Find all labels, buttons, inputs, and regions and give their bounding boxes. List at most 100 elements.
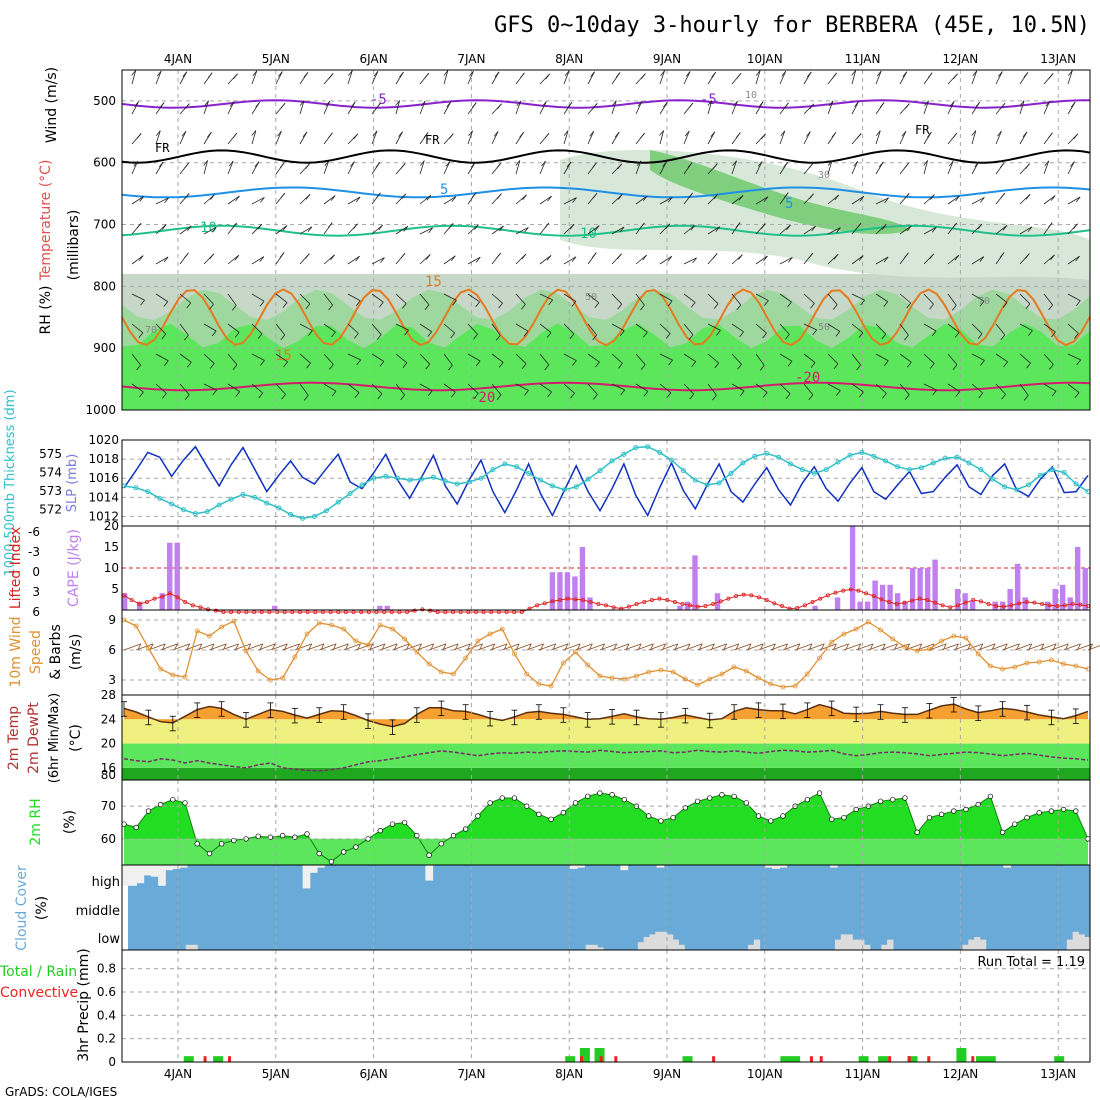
wind-speed-marker bbox=[878, 627, 883, 633]
wind-barb bbox=[563, 353, 577, 361]
rh-marker bbox=[194, 841, 200, 847]
wind-barb-flag bbox=[692, 257, 697, 264]
surface-wind-barb bbox=[904, 643, 923, 651]
wind-barb bbox=[659, 196, 673, 205]
wind-barb bbox=[275, 293, 288, 303]
ylabel-10m-wind: 10m Wind bbox=[8, 616, 24, 687]
temp-tick: 28 bbox=[101, 688, 116, 702]
wind-barb bbox=[275, 130, 282, 145]
slp-tick: 1014 bbox=[88, 490, 119, 504]
lifted-index-marker bbox=[428, 608, 433, 613]
wind-speed-marker bbox=[219, 624, 225, 630]
dewpt-band-dark bbox=[122, 767, 1090, 780]
wind-barb bbox=[347, 255, 360, 265]
wind-barb bbox=[275, 71, 283, 85]
ylabel-cloud-units: (%) bbox=[34, 896, 50, 920]
wind-barb bbox=[251, 323, 263, 335]
surface-wind-barb bbox=[453, 643, 471, 651]
wind-barb-flag bbox=[592, 193, 598, 199]
surface-wind-barb bbox=[685, 643, 703, 651]
wind-barb-flag bbox=[355, 255, 360, 262]
wind-speed-marker bbox=[390, 626, 395, 632]
thickness-marker bbox=[157, 495, 163, 501]
wind-barb-flag bbox=[643, 391, 649, 397]
wind-barb-flag bbox=[904, 162, 909, 169]
lifted-index-marker bbox=[802, 603, 807, 608]
wind-barb-flag bbox=[376, 192, 381, 199]
wind-barb-flag bbox=[426, 194, 432, 201]
low-cloud-bar bbox=[649, 934, 656, 950]
wind-barb-flag bbox=[423, 132, 429, 138]
wind-speed-marker bbox=[841, 631, 847, 637]
wind-barb-flag bbox=[395, 100, 400, 106]
wind-barb bbox=[899, 131, 907, 145]
wind-barb bbox=[467, 293, 480, 303]
wind-barb-flag bbox=[835, 331, 841, 337]
wind-barb-flag bbox=[354, 392, 360, 398]
high-cloud-bar bbox=[577, 865, 585, 868]
wind-barb-flag bbox=[184, 162, 189, 169]
wind-barb bbox=[371, 71, 379, 85]
wind-barb bbox=[875, 70, 882, 85]
wind-barb bbox=[827, 100, 834, 115]
wind-barb-flag bbox=[329, 364, 334, 370]
wind-barb-flag bbox=[305, 163, 310, 170]
date-tick-top: 10JAN bbox=[747, 52, 783, 66]
wind-barb-flag bbox=[428, 227, 433, 234]
wind-speed-marker bbox=[463, 655, 469, 661]
wind-barb-flag bbox=[707, 100, 713, 106]
wind-barb-flag bbox=[954, 254, 960, 261]
wind-barb bbox=[251, 256, 265, 265]
cape-bar bbox=[864, 601, 871, 610]
wind-barb-flag bbox=[234, 332, 240, 338]
thickness-marker bbox=[573, 484, 579, 490]
wind-barb-flag bbox=[356, 359, 362, 366]
wind-barb bbox=[635, 160, 642, 175]
wind-barb bbox=[995, 225, 1008, 235]
rh-marker bbox=[694, 798, 701, 804]
wind-barb-flag bbox=[140, 299, 145, 306]
wind-barb-flag bbox=[427, 390, 433, 397]
wind-barb-flag bbox=[209, 303, 214, 310]
surface-wind-barb bbox=[1014, 643, 1032, 651]
wind-barb-flag bbox=[593, 394, 598, 400]
wind-barb-flag bbox=[280, 334, 286, 341]
wind-barb-flag bbox=[398, 131, 403, 137]
wind-barb bbox=[395, 131, 403, 145]
wind-barb bbox=[995, 323, 1006, 336]
wind-barb bbox=[731, 383, 745, 392]
ylabel-slp: SLP (mb) bbox=[65, 454, 80, 513]
rh-area-lower bbox=[124, 838, 1088, 865]
rh-marker bbox=[340, 849, 347, 855]
surface-wind-barb bbox=[709, 643, 727, 651]
wind-barb bbox=[683, 257, 697, 265]
wind-barb bbox=[491, 131, 499, 145]
surface-wind-barb bbox=[380, 643, 398, 651]
lifted-index-marker bbox=[971, 598, 976, 603]
wind-barb-flag bbox=[974, 161, 980, 168]
wind-barb bbox=[611, 100, 617, 115]
rain-bar bbox=[907, 1056, 918, 1062]
cape-bar bbox=[377, 605, 383, 610]
wind-barb-flag bbox=[902, 71, 908, 78]
temp-line bbox=[123, 703, 1089, 728]
lifted-index-marker bbox=[1055, 604, 1060, 609]
wind-barb-flag bbox=[736, 304, 742, 311]
wind-barb-flag bbox=[755, 70, 761, 76]
thickness-marker bbox=[419, 476, 425, 482]
wind-barb bbox=[275, 323, 286, 336]
wind-barb bbox=[443, 70, 449, 85]
high-cloud-bar bbox=[143, 865, 152, 876]
wind-barb-flag bbox=[131, 70, 136, 76]
contour-label-fr3: FR bbox=[915, 123, 930, 137]
rh-marker bbox=[926, 814, 933, 821]
wind-barb-flag bbox=[182, 71, 188, 78]
wind-barb-flag bbox=[882, 393, 887, 399]
wind-speed-marker bbox=[536, 681, 542, 687]
wind-barb bbox=[1067, 161, 1075, 175]
wind-speed-marker bbox=[756, 675, 761, 681]
ylabel-lifted-index: Lifted Index bbox=[8, 527, 24, 609]
lifted-index-marker bbox=[657, 596, 662, 601]
wind-barb-flag bbox=[328, 132, 333, 139]
